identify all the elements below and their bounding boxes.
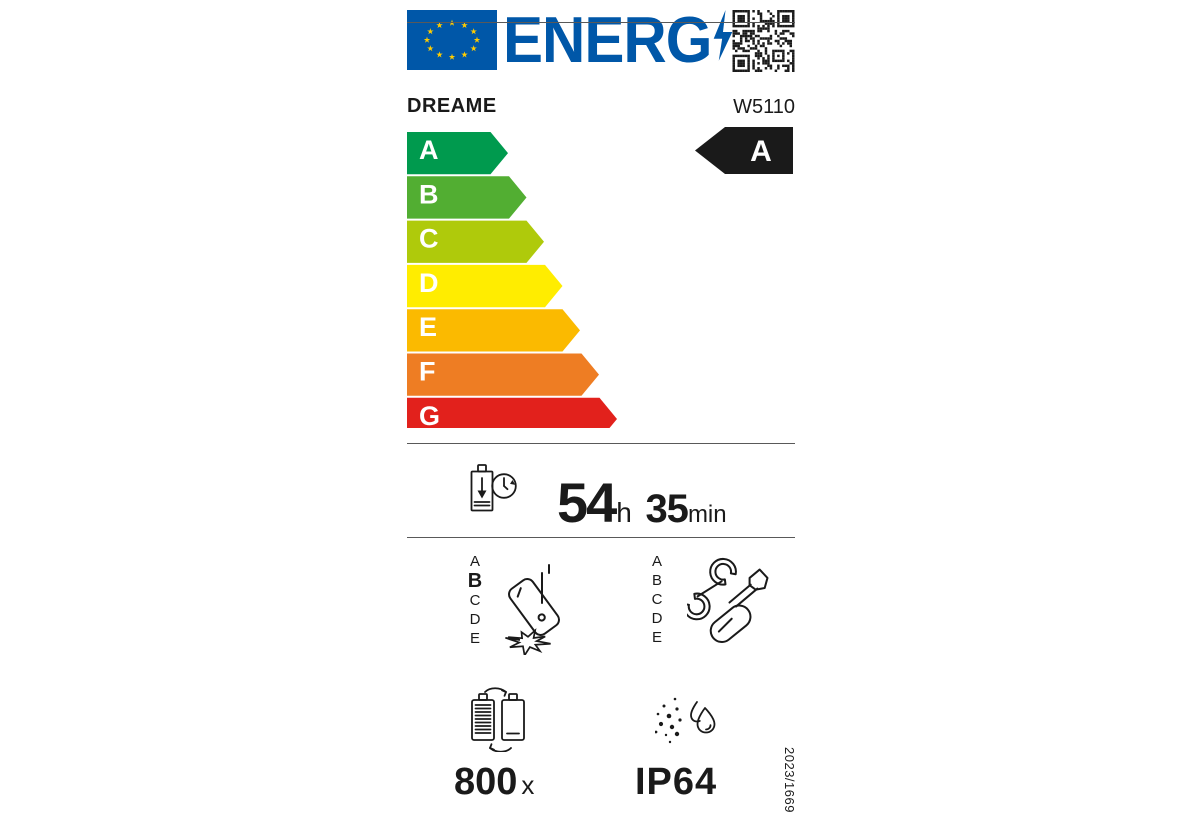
svg-text:A: A: [419, 135, 439, 165]
svg-text:D: D: [419, 268, 439, 298]
svg-text:E: E: [419, 312, 437, 342]
svg-text:C: C: [419, 224, 439, 254]
svg-text:B: B: [419, 179, 439, 209]
svg-text:A: A: [750, 135, 772, 168]
svg-text:F: F: [419, 357, 436, 387]
svg-text:G: G: [419, 401, 440, 428]
